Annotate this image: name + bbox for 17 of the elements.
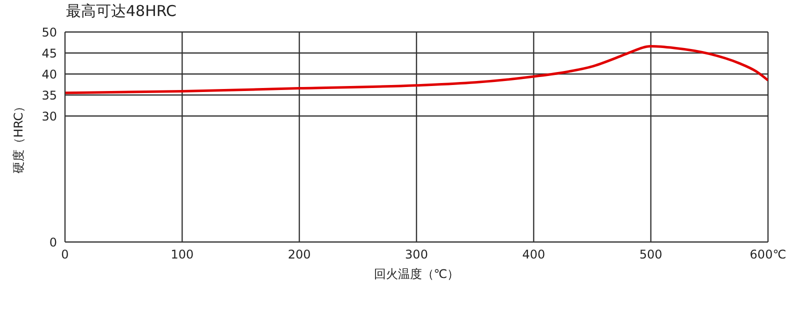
line-series xyxy=(65,45,768,94)
y-tick-label: 40 xyxy=(42,67,57,82)
y-tick-label: 35 xyxy=(42,88,57,102)
x-tick-label: 200 xyxy=(288,248,311,262)
x-tick-label: 600℃ xyxy=(750,248,786,262)
y-axis-title: 硬度（HRC） xyxy=(11,100,26,174)
y-tick-label: 45 xyxy=(42,46,57,60)
x-tick-label: 400 xyxy=(522,248,546,262)
y-tick-label: 0 xyxy=(49,235,57,250)
x-tick-label: 100 xyxy=(170,248,194,262)
x-tick-label: 300 xyxy=(405,248,428,262)
x-tick-label: 500 xyxy=(639,248,662,262)
chart-title: 最高可达48HRC xyxy=(66,2,177,21)
y-tick-label: 50 xyxy=(42,25,57,40)
x-axis-title: 回火温度（℃） xyxy=(374,267,460,281)
x-tick-label: 0 xyxy=(61,248,69,262)
y-tick-label: 30 xyxy=(42,109,57,124)
